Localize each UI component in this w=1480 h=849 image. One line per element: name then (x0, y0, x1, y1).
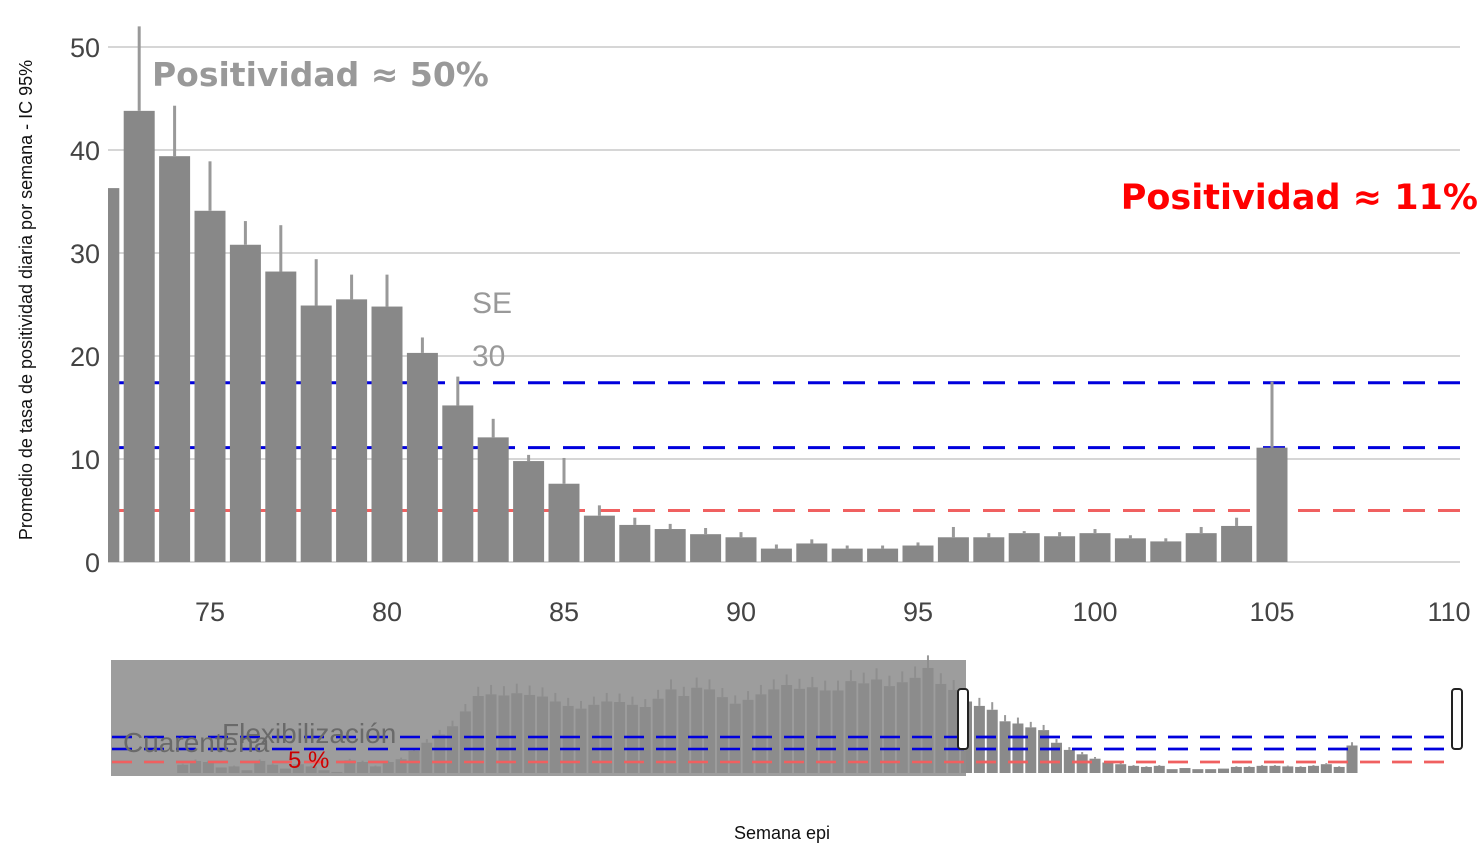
overview-bar (1230, 766, 1242, 773)
annotation-peak-positivity: Positividad ≈ 50% (152, 55, 489, 94)
overview-label-cuarentena: Cuarentena (123, 727, 270, 758)
x-tick-label: 95 (903, 597, 933, 627)
bar (937, 537, 969, 562)
bar (1079, 533, 1111, 562)
overview-bar (1179, 768, 1191, 773)
overview-bar (1295, 766, 1307, 773)
overview-label-flexibilizacion: Flexibilización (222, 718, 396, 749)
x-tick-label: 85 (549, 597, 579, 627)
overview-bar (1256, 765, 1268, 773)
bar (194, 210, 226, 562)
overview-bar (1140, 766, 1152, 773)
bar (477, 437, 509, 562)
x-tick-label: 90 (726, 597, 756, 627)
bar (548, 483, 580, 562)
bar (654, 529, 686, 562)
x-tick-label: 80 (372, 597, 402, 627)
overview-bar (1307, 765, 1319, 773)
y-tick-label: 40 (70, 136, 100, 166)
y-axis-ticks: 0 10 20 30 40 50 (70, 33, 100, 578)
overview-bar (1333, 766, 1345, 773)
bar (442, 405, 474, 562)
x-tick-label: 100 (1072, 597, 1117, 627)
overview-bar (1218, 768, 1230, 773)
bar (583, 515, 615, 562)
overview-bar (999, 721, 1011, 773)
y-tick-label: 30 (70, 239, 100, 269)
y-tick-label: 50 (70, 33, 100, 63)
overview-bar (986, 709, 998, 773)
x-axis-title: Semana epi (734, 823, 830, 843)
bar (159, 156, 191, 562)
overview-bar (1025, 727, 1037, 773)
bar (725, 537, 757, 562)
overview-bar (1243, 766, 1255, 773)
overview-bar (1205, 769, 1217, 773)
bar (336, 299, 368, 562)
bar (1185, 533, 1217, 562)
overview-bar (1269, 765, 1281, 773)
overview-bar (1115, 764, 1127, 773)
annotation-se-number: 30 (472, 340, 505, 373)
x-tick-label: 75 (195, 597, 225, 627)
overview-bar (1050, 742, 1062, 773)
overview-navigator[interactable]: Cuarentena Flexibilización 5 % (111, 655, 1463, 776)
overview-bar (1038, 730, 1050, 773)
x-axis-ticks: 75 80 85 90 95 100 105 110 (195, 597, 1471, 627)
bar (1256, 447, 1288, 562)
bar (371, 306, 403, 562)
bar (831, 548, 863, 562)
bar (796, 543, 828, 562)
main-bars (108, 110, 1288, 563)
x-tick-label: 110 (1427, 597, 1470, 627)
y-tick-label: 0 (85, 548, 100, 578)
bar (300, 305, 332, 562)
overview-bar (1192, 769, 1204, 773)
bar (1221, 525, 1253, 562)
bar (760, 548, 792, 562)
bar (973, 537, 1005, 562)
bar (1044, 536, 1076, 562)
overview-bar (973, 705, 985, 773)
overview-bar (1166, 769, 1178, 773)
overview-bar (1346, 745, 1358, 773)
overview-bar (1102, 762, 1114, 773)
x-tick-label: 105 (1249, 597, 1294, 627)
bar (265, 271, 297, 562)
main-reference-lines (108, 381, 1460, 512)
bar (123, 110, 155, 563)
overview-label-five-pct: 5 % (288, 747, 329, 774)
overview-bar (1089, 758, 1101, 773)
bar (690, 534, 722, 562)
overview-right-handle[interactable] (1451, 688, 1463, 750)
bar (902, 545, 934, 562)
bar (229, 244, 261, 562)
annotation-current-positivity: Positividad ≈ 11% (1121, 178, 1478, 218)
bar (108, 188, 120, 563)
overview-left-handle[interactable] (957, 688, 969, 750)
overview-bar (1153, 765, 1165, 773)
overview-bar (1128, 765, 1140, 773)
bar (406, 352, 438, 562)
main-error-bars (137, 26, 1274, 549)
bar (1114, 538, 1146, 562)
y-tick-label: 10 (70, 445, 100, 475)
bar (513, 461, 545, 562)
y-tick-label: 20 (70, 342, 100, 372)
y-axis-title: Promedio de tasa de positividad diaria p… (16, 60, 36, 540)
bar (1008, 533, 1040, 562)
overview-bar (1320, 764, 1332, 773)
overview-bar (1282, 766, 1294, 773)
overview-bar (1076, 754, 1088, 773)
bar (1150, 541, 1182, 562)
bar (619, 524, 651, 562)
overview-selection-shade[interactable] (111, 660, 966, 776)
overview-bar (1063, 749, 1075, 773)
bar (867, 548, 899, 562)
annotation-se-label: SE (472, 287, 512, 320)
